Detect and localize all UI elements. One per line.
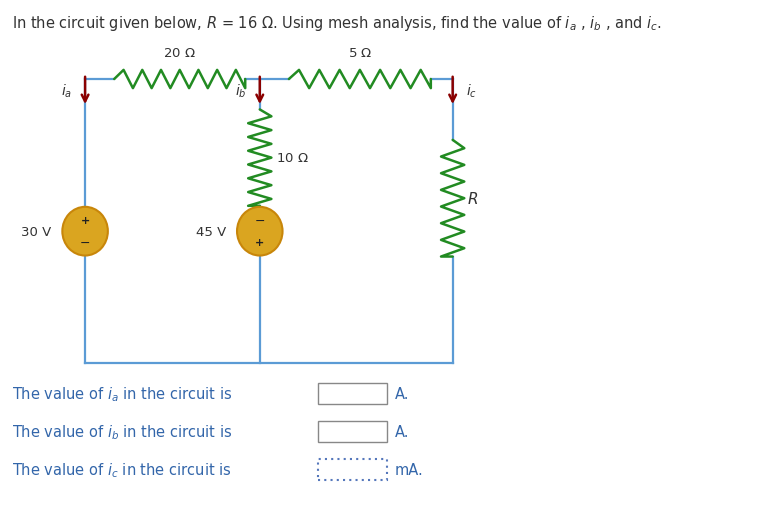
Text: In the circuit given below, $R$ = 16 $\Omega$. Using mesh analysis, find the val: In the circuit given below, $R$ = 16 $\O… — [13, 14, 662, 33]
Text: +: + — [255, 238, 265, 248]
Text: 20 $\Omega$: 20 $\Omega$ — [164, 47, 196, 60]
Text: −: − — [254, 214, 265, 228]
Text: +: + — [81, 216, 90, 226]
Text: $i_b$: $i_b$ — [235, 82, 247, 100]
Text: 10 $\Omega$: 10 $\Omega$ — [276, 152, 309, 165]
Text: $R$: $R$ — [467, 191, 478, 207]
Text: The value of $i_a$ in the circuit is: The value of $i_a$ in the circuit is — [13, 384, 233, 403]
Text: The value of $i_b$ in the circuit is: The value of $i_b$ in the circuit is — [13, 422, 233, 441]
Text: mA.: mA. — [395, 462, 423, 477]
Bar — [318, 459, 387, 480]
Ellipse shape — [237, 208, 283, 256]
Text: $i_c$: $i_c$ — [466, 82, 477, 100]
Text: −: − — [80, 236, 90, 249]
Text: The value of $i_c$ in the circuit is: The value of $i_c$ in the circuit is — [13, 460, 232, 479]
Text: A.: A. — [395, 386, 409, 401]
Text: A.: A. — [395, 424, 409, 439]
Text: 45 V: 45 V — [196, 225, 226, 238]
Text: $i_a$: $i_a$ — [61, 82, 72, 100]
Text: 30 V: 30 V — [21, 225, 52, 238]
Bar — [318, 421, 387, 442]
Text: 5 $\Omega$: 5 $\Omega$ — [348, 47, 372, 60]
Ellipse shape — [63, 208, 108, 256]
Bar — [318, 383, 387, 404]
